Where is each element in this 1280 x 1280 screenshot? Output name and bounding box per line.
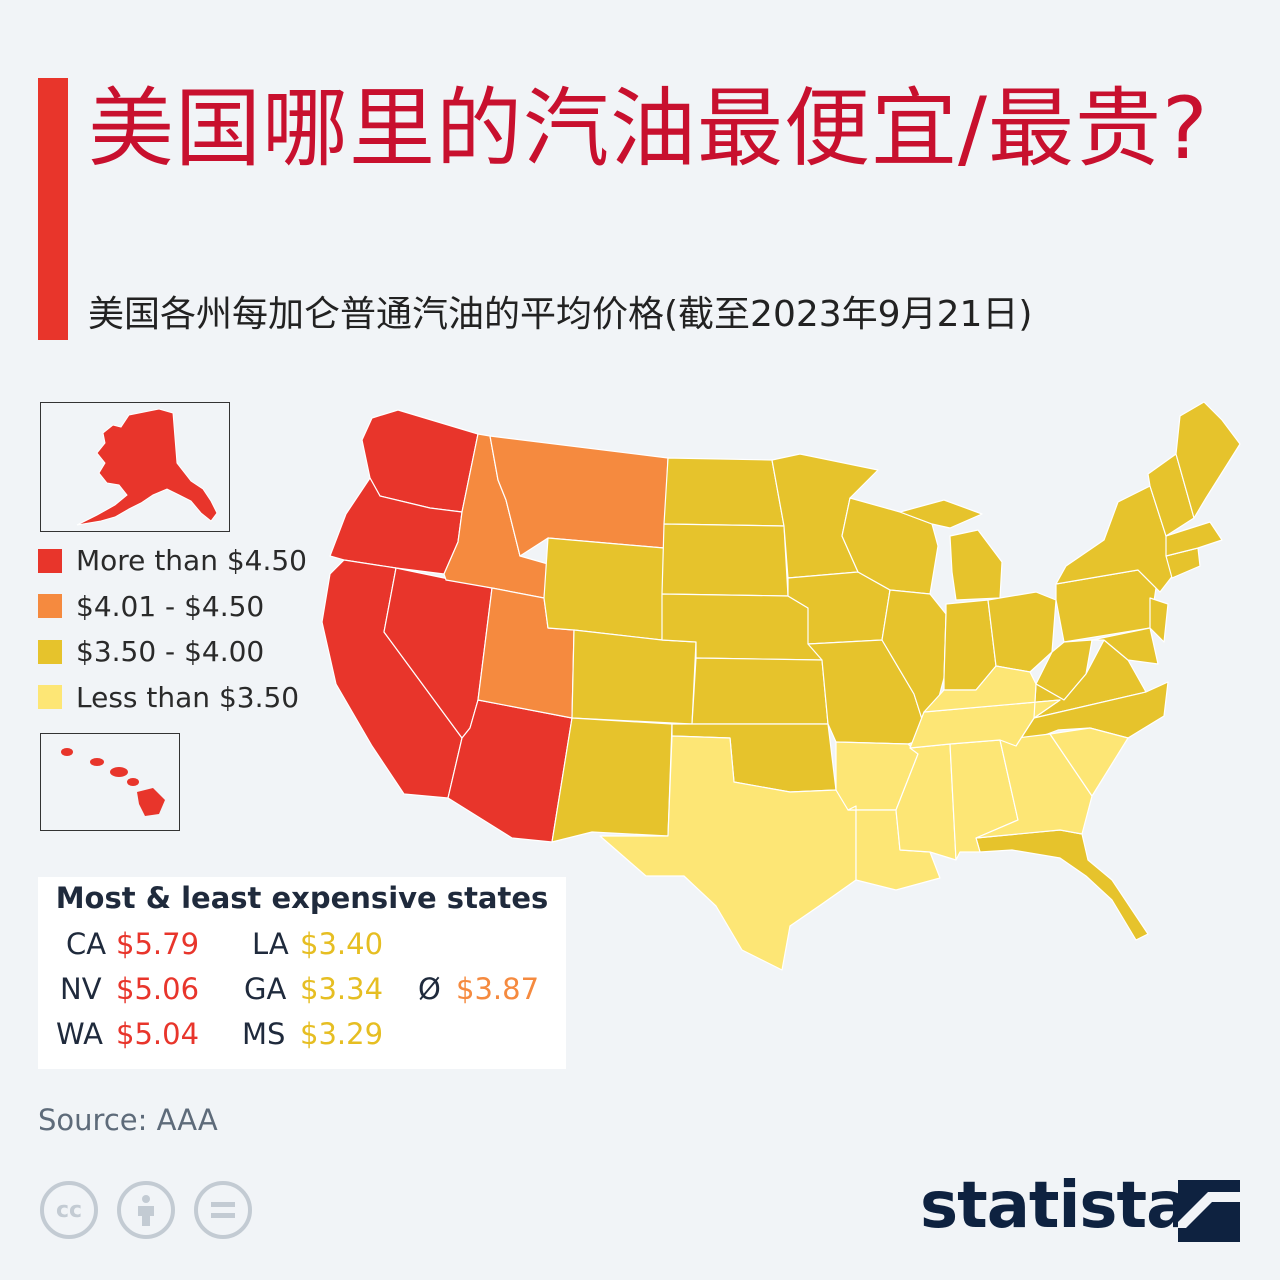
expensive-states-table: Most & least expensive states CA $5.79 N…	[38, 877, 566, 1069]
legend-label: $3.50 - $4.00	[76, 635, 265, 669]
legend-swatch	[38, 548, 62, 573]
state-ME	[1175, 401, 1241, 519]
state-OH	[987, 591, 1057, 673]
state-KY	[923, 665, 1061, 719]
cc-icon[interactable]: cc	[40, 1181, 98, 1239]
state-CO	[571, 629, 697, 725]
state-AK	[76, 408, 218, 526]
state-VT-NH	[1147, 453, 1195, 537]
average-symbol: Ø	[418, 972, 441, 1006]
page-title: 美国哪里的汽油最便宜/最贵?	[88, 79, 1209, 179]
hawaii-inset	[40, 733, 180, 831]
state-MI	[949, 529, 1003, 601]
legend-item-high: More than $4.50	[38, 538, 307, 584]
attribution-icon[interactable]	[117, 1181, 175, 1239]
statista-logo-text[interactable]: statista	[920, 1169, 1189, 1243]
state-ND	[663, 457, 785, 527]
source-note: Source: AAA	[38, 1103, 218, 1137]
state-abbr: WA	[56, 1017, 103, 1051]
no-derivatives-icon[interactable]	[194, 1181, 252, 1239]
state-KS	[691, 657, 829, 725]
state-WY	[543, 537, 665, 641]
legend-swatch	[38, 594, 62, 619]
legend-label: More than $4.50	[76, 544, 307, 578]
state-abbr: MS	[242, 1017, 286, 1051]
us-map	[321, 401, 1241, 971]
average-price: $3.87	[456, 972, 540, 1006]
legend-label: $4.01 - $4.50	[76, 589, 265, 623]
state-NM	[551, 717, 673, 843]
state-MI-upper	[899, 499, 983, 529]
state-MD-DE	[1091, 627, 1159, 665]
legend-item-mid-high: $4.01 - $4.50	[38, 584, 307, 630]
state-price: $5.79	[116, 927, 200, 961]
state-price: $3.34	[300, 972, 384, 1006]
state-price: $3.29	[300, 1017, 384, 1051]
page-subtitle: 美国各州每加仑普通汽油的平均价格(截至2023年9月21日)	[88, 294, 1033, 335]
table-title: Most & least expensive states	[55, 881, 549, 915]
state-abbr: NV	[60, 972, 102, 1006]
state-SC	[1049, 727, 1129, 797]
state-TX	[599, 735, 857, 971]
state-price: $5.06	[116, 972, 200, 1006]
alaska-inset	[40, 402, 230, 532]
legend-swatch	[38, 685, 62, 710]
legend-label: Less than $3.50	[76, 680, 300, 714]
legend: More than $4.50 $4.01 - $4.50 $3.50 - $4…	[38, 538, 307, 720]
state-MA	[1165, 521, 1223, 557]
state-MT	[489, 435, 669, 557]
accent-bar	[38, 78, 68, 340]
state-price: $5.04	[116, 1017, 200, 1051]
state-SD	[661, 523, 789, 597]
statista-logo-icon	[1178, 1180, 1240, 1242]
state-FL	[975, 829, 1149, 941]
legend-item-low: Less than $3.50	[38, 675, 307, 721]
state-abbr: CA	[66, 927, 107, 961]
state-abbr: GA	[244, 972, 287, 1006]
state-NJ	[1149, 597, 1169, 643]
legend-swatch	[38, 639, 62, 664]
state-abbr: LA	[252, 927, 289, 961]
state-price: $3.40	[300, 927, 384, 961]
state-HI	[61, 748, 165, 816]
legend-item-mid: $3.50 - $4.00	[38, 629, 307, 675]
